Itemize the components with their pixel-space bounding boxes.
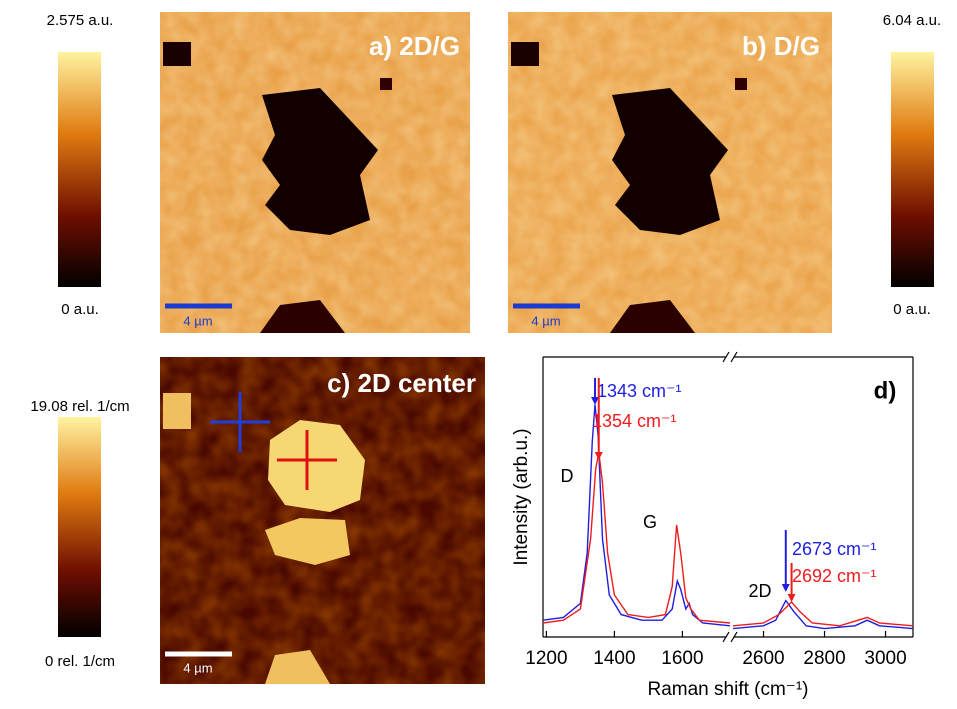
x-tick-label: 1600	[661, 648, 703, 669]
scale-bar-label: 4 µm	[531, 313, 560, 328]
colorbar-min: 0 a.u.	[61, 301, 99, 318]
peak-annotation: 1343 cm⁻¹	[597, 381, 682, 401]
peak-annotation: 2673 cm⁻¹	[792, 539, 877, 559]
x-axis-title: Raman shift (cm⁻¹)	[648, 679, 809, 700]
x-tick-label: 1200	[525, 648, 567, 669]
y-axis-title: Intensity (arb.u.)	[511, 428, 532, 565]
x-tick-label: 1400	[593, 648, 635, 669]
figure: a) 2D/G b) D/G c) 2D center 4 µm 4 µm 4 …	[0, 0, 957, 704]
peak-annotation: 1354 cm⁻¹	[592, 411, 677, 431]
map-label: a) 2D/G	[369, 31, 460, 61]
peak-annotation: 2692 cm⁻¹	[792, 566, 877, 586]
colorbar-max: 6.04 a.u.	[883, 12, 941, 29]
colorbar-min: 0 a.u.	[893, 301, 931, 318]
peak-label: G	[643, 512, 657, 532]
x-tick-label: 3000	[864, 648, 906, 669]
colorbar	[891, 52, 934, 287]
peak-arrowhead	[595, 452, 603, 460]
map-label: c) 2D center	[327, 368, 476, 398]
colorbar-max: 2.575 a.u.	[47, 12, 114, 29]
colorbar	[58, 52, 101, 287]
peak-arrowhead	[788, 594, 796, 602]
map-label: b) D/G	[742, 31, 820, 61]
map-c	[160, 357, 485, 684]
colorbar-max: 19.08 rel. 1/cm	[30, 398, 129, 415]
scale-bar-label: 4 µm	[183, 313, 212, 328]
scale-bar-label: 4 µm	[183, 660, 212, 675]
peak-label: 2D	[748, 581, 771, 601]
x-tick-label: 2800	[803, 648, 845, 669]
peak-arrowhead	[782, 584, 790, 592]
x-tick-label: 2600	[742, 648, 784, 669]
colorbar-min: 0 rel. 1/cm	[45, 653, 115, 670]
panel-label: d)	[874, 377, 897, 404]
colorbar	[58, 417, 101, 637]
peak-label: D	[561, 466, 574, 486]
